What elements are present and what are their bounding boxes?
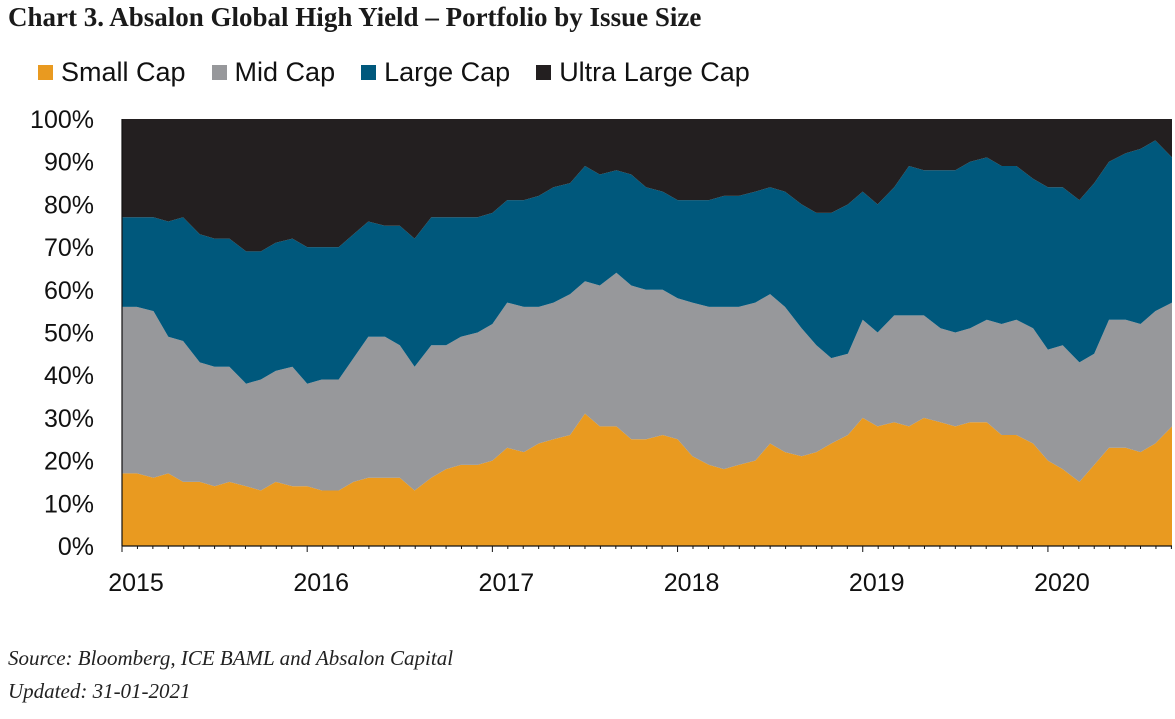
y-tick-label: 30% (44, 405, 94, 433)
legend-item-large-cap: Large Cap (361, 57, 510, 88)
x-tick-label: 2018 (664, 569, 720, 597)
chart-legend: Small Cap Mid Cap Large Cap Ultra Large … (38, 54, 776, 90)
x-tick-label: 2015 (108, 569, 164, 597)
y-tick-label: 20% (44, 448, 94, 476)
y-tick-label: 10% (44, 490, 94, 518)
area-series-group (122, 119, 1172, 546)
legend-label-ultra-large-cap: Ultra Large Cap (559, 56, 750, 87)
legend-item-mid-cap: Mid Cap (211, 56, 336, 88)
updated-note: Updated: 31-01-2021 (8, 679, 191, 703)
y-tick-label: 80% (44, 191, 94, 219)
x-tick-label: 2020 (1034, 569, 1090, 597)
x-tick-label: 2017 (479, 569, 535, 597)
legend-swatch-mid-cap (211, 64, 227, 80)
legend-swatch-small-cap (38, 64, 53, 80)
legend-label-small-cap: Small Cap (61, 56, 186, 87)
stacked-area-chart: 0% 10% 20% 30% 40% 50% 60% 70% 80% 90% 100% 2015 201… (30, 106, 1172, 597)
source-note: Source: Bloomberg, ICE BAML and Absalon … (8, 646, 454, 670)
legend-label-mid-cap: Mid Cap (234, 56, 336, 87)
legend-item-small-cap: Small Cap (38, 57, 186, 88)
y-tick-label: 90% (44, 149, 94, 177)
legend-swatch-large-cap (361, 64, 377, 80)
area-small-cap (122, 413, 1172, 546)
y-tick-label: 50% (44, 320, 94, 348)
chart-axes: 0% 10% 20% 30% 40% 50% 60% 70% 80% 90% 100% 2015 201… (30, 106, 1172, 597)
area-mid-cap (122, 272, 1172, 491)
chart-title: Chart 3. Absalon Global High Yield – Por… (8, 2, 702, 32)
area-ultra-large-cap (122, 119, 1172, 252)
y-tick-label: 40% (44, 362, 94, 390)
area-large-cap (122, 140, 1172, 384)
y-tick-label: 70% (44, 234, 94, 262)
x-tick-label: 2019 (849, 569, 905, 597)
y-tick-label: 100% (30, 106, 94, 134)
y-tick-label: 0% (58, 533, 94, 561)
legend-swatch-ultra-large-cap (536, 64, 552, 80)
y-tick-label: 60% (44, 277, 94, 305)
legend-label-large-cap: Large Cap (384, 56, 511, 87)
x-tick-label: 2016 (293, 569, 349, 597)
legend-item-ultra-large-cap: Ultra Large Cap (536, 57, 750, 88)
